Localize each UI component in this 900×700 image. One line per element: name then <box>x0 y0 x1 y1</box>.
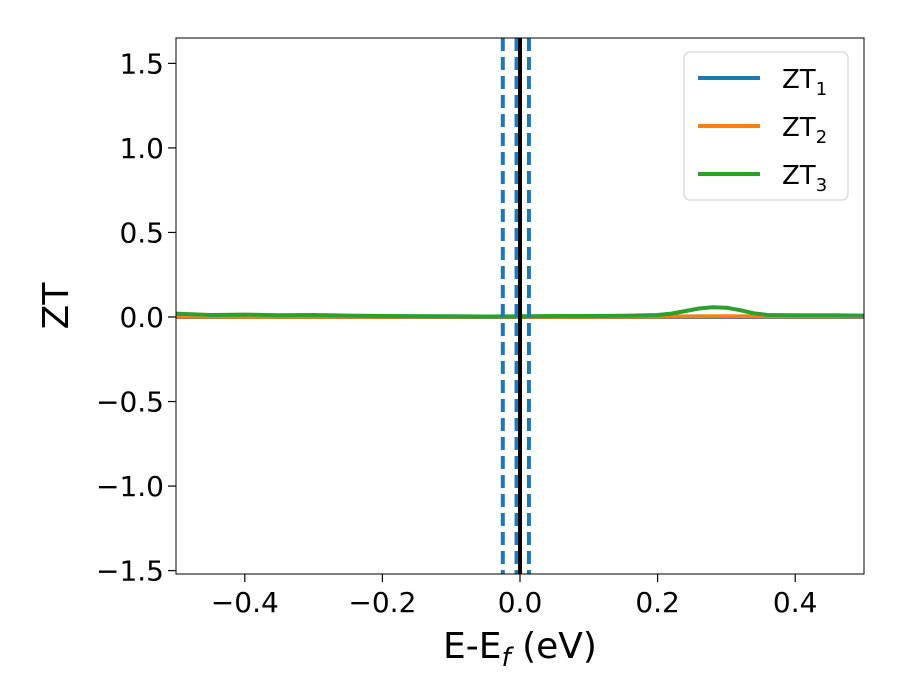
y-tick-label: −1.0 <box>96 470 164 503</box>
x-tick-label: −0.4 <box>211 586 279 619</box>
legend: ZT1 ZT2 ZT3 <box>683 51 849 201</box>
x-axis-ticks: −0.4 −0.2 0.0 0.2 0.4 <box>211 574 818 619</box>
y-tick-label: 1.0 <box>119 132 164 165</box>
y-axis-title: ZT <box>36 282 77 330</box>
legend-box <box>683 51 849 201</box>
series-line-3 <box>176 305 864 319</box>
y-tick-label: 0.5 <box>119 216 164 249</box>
y-tick-label: −0.5 <box>96 386 164 419</box>
legend-label-1: ZT1 <box>782 65 827 100</box>
vertical-lines <box>500 38 531 574</box>
x-tick-label: 0.4 <box>773 586 818 619</box>
x-axis-title: E-Ef (eV) <box>443 626 597 673</box>
legend-label-3: ZT3 <box>782 161 827 196</box>
x-tick-label: 0.0 <box>498 586 543 619</box>
x-tick-label: −0.2 <box>348 586 416 619</box>
y-tick-label: −1.5 <box>96 555 164 588</box>
y-tick-label: 1.5 <box>119 47 164 80</box>
legend-label-2: ZT2 <box>782 113 827 148</box>
y-axis-ticks: −1.5 −1.0 −0.5 0.0 0.5 1.0 1.5 <box>96 47 176 588</box>
y-tick-label: 0.0 <box>119 301 164 334</box>
x-tick-label: 0.2 <box>635 586 680 619</box>
